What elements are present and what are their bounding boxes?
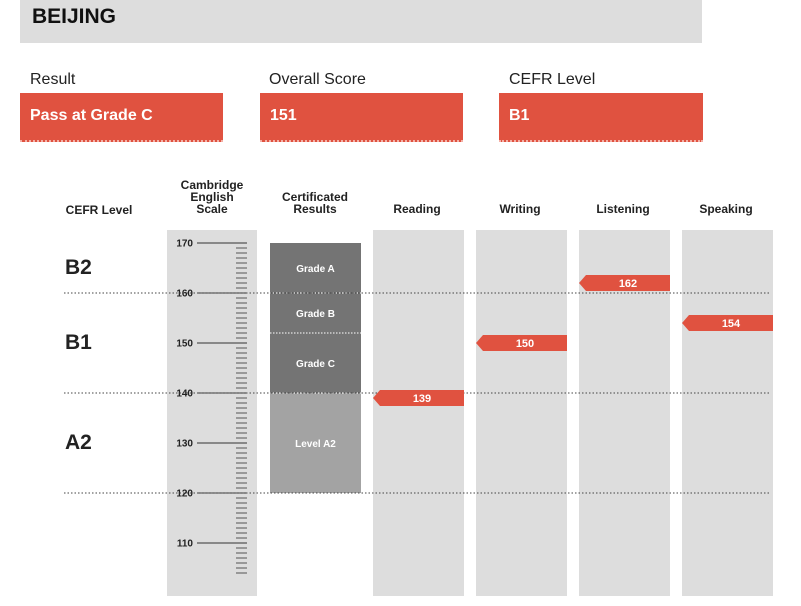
writing-header: Writing	[499, 202, 541, 216]
score-label-reading: 139	[413, 393, 431, 405]
page-title: BEIJING	[32, 5, 117, 28]
score-marker-writing	[476, 335, 567, 351]
grade-block	[270, 393, 361, 493]
cefr-level-label: CEFR Level	[509, 71, 596, 88]
grade-block	[270, 293, 361, 333]
result-label: Result	[30, 71, 76, 88]
tick-label: 110	[177, 539, 194, 550]
certificated-results-header: Certificated Results	[266, 191, 364, 215]
cert-header-line-1: Certificated	[281, 190, 349, 204]
tick-label: 120	[176, 489, 193, 500]
scale-header-line-1: Cambridge	[180, 178, 244, 192]
overall-score-value: 151	[270, 107, 297, 124]
tick-label: 150	[176, 339, 193, 350]
grade-label: Grade A	[296, 264, 335, 275]
grade-block	[270, 243, 361, 293]
grade-label: Level A2	[295, 439, 336, 450]
tick-label: 140	[176, 389, 193, 400]
overall-score-label: Overall Score	[269, 71, 366, 88]
score-label-speaking: 154	[722, 318, 741, 330]
cefr-band-b2: B2	[65, 256, 92, 279]
score-marker-listening	[579, 275, 670, 291]
scale-header: Cambridge English Scale	[164, 179, 260, 215]
score-label-listening: 162	[619, 278, 637, 290]
scale-header-line-3: Scale	[196, 202, 228, 216]
cefr-band-a2: A2	[65, 431, 92, 454]
title-bar: BEIJING	[20, 0, 702, 43]
score-marker-speaking	[682, 315, 773, 331]
score-marker-reading	[373, 390, 464, 406]
cefr-band-b1: B1	[65, 331, 92, 354]
tick-label: 130	[176, 439, 193, 450]
grade-label: Grade B	[296, 309, 335, 320]
grade-label: Grade C	[296, 359, 335, 370]
result-value: Pass at Grade C	[30, 107, 153, 124]
score-panel-speaking	[682, 230, 773, 596]
tick-label: 160	[176, 289, 193, 300]
score-label-writing: 150	[516, 338, 534, 350]
speaking-header: Speaking	[699, 202, 753, 216]
result-box: Pass at Grade C	[20, 93, 223, 142]
overall-score-box: 151	[260, 93, 463, 142]
cefr-level-box: B1	[499, 93, 703, 142]
scale-header-line-2: English	[190, 190, 234, 204]
reading-header: Reading	[393, 202, 441, 216]
listening-header: Listening	[596, 202, 650, 216]
tick-label: 170	[176, 239, 193, 250]
cefr-level-header: CEFR Level	[65, 203, 133, 217]
grade-block	[270, 333, 361, 393]
cefr-level-value: B1	[509, 107, 530, 124]
score-panel-reading	[373, 230, 464, 596]
cert-header-line-2: Results	[293, 202, 337, 216]
score-panel-writing	[476, 230, 567, 596]
